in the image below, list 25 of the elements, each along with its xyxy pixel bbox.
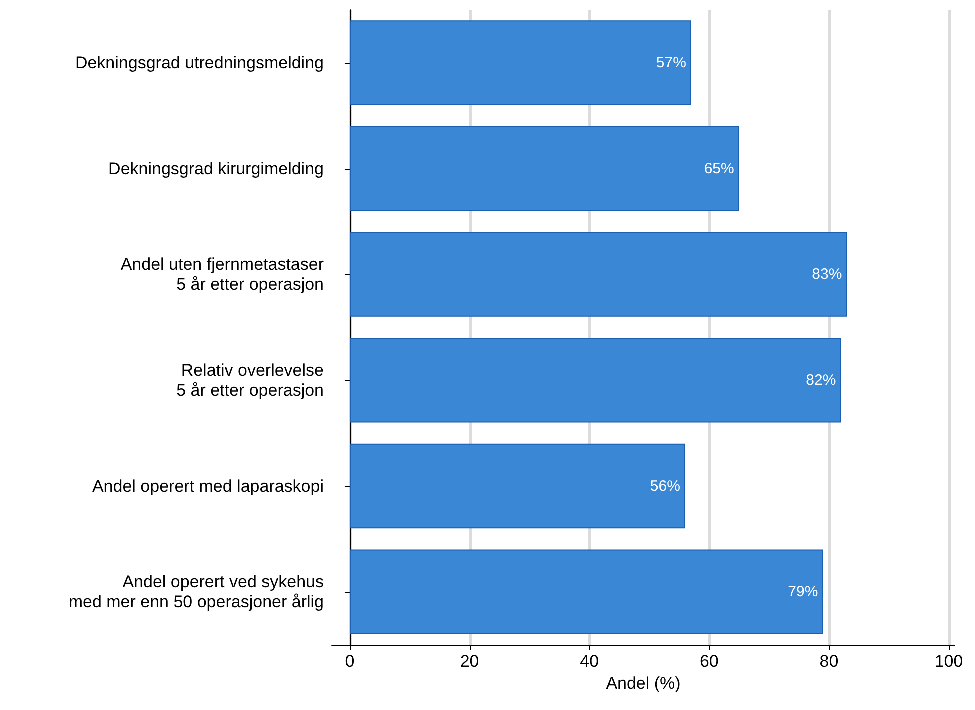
- x-tick-label: 100: [934, 652, 964, 671]
- x-tick-label: 0: [345, 652, 355, 671]
- y-tick-label: Dekningsgrad utredningsmelding: [75, 53, 324, 72]
- x-tick-label: 20: [460, 652, 480, 671]
- y-tick-label: Dekningsgrad kirurgimelding: [108, 159, 324, 178]
- bar: [350, 338, 842, 423]
- x-tick-label: 80: [820, 652, 839, 671]
- bar: [350, 444, 686, 529]
- x-tick-label: 40: [580, 652, 600, 671]
- data-label: 82%: [806, 372, 836, 389]
- bar: [350, 232, 848, 317]
- y-tick-label: Andel uten fjernmetastaser 5 år etter operasjon: [120, 255, 324, 294]
- y-tick-label: Andel operert ved sykehus med mer enn 50 operasjoner årlig: [68, 572, 324, 612]
- bar: [350, 126, 740, 212]
- x-axis-title: Andel (%): [606, 674, 681, 693]
- data-label: 79%: [788, 584, 818, 601]
- y-tick-label: Andel operert med laparaskopi: [92, 476, 324, 496]
- y-tick-label: Relativ overlevelse 5 år etter operasjon: [176, 360, 324, 400]
- bar: [350, 550, 824, 634]
- x-tick-label: 60: [700, 652, 719, 671]
- bar: [350, 20, 692, 106]
- data-label: 57%: [656, 54, 686, 72]
- data-label: 65%: [704, 160, 734, 178]
- data-label: 83%: [812, 266, 842, 284]
- data-label: 56%: [650, 478, 680, 495]
